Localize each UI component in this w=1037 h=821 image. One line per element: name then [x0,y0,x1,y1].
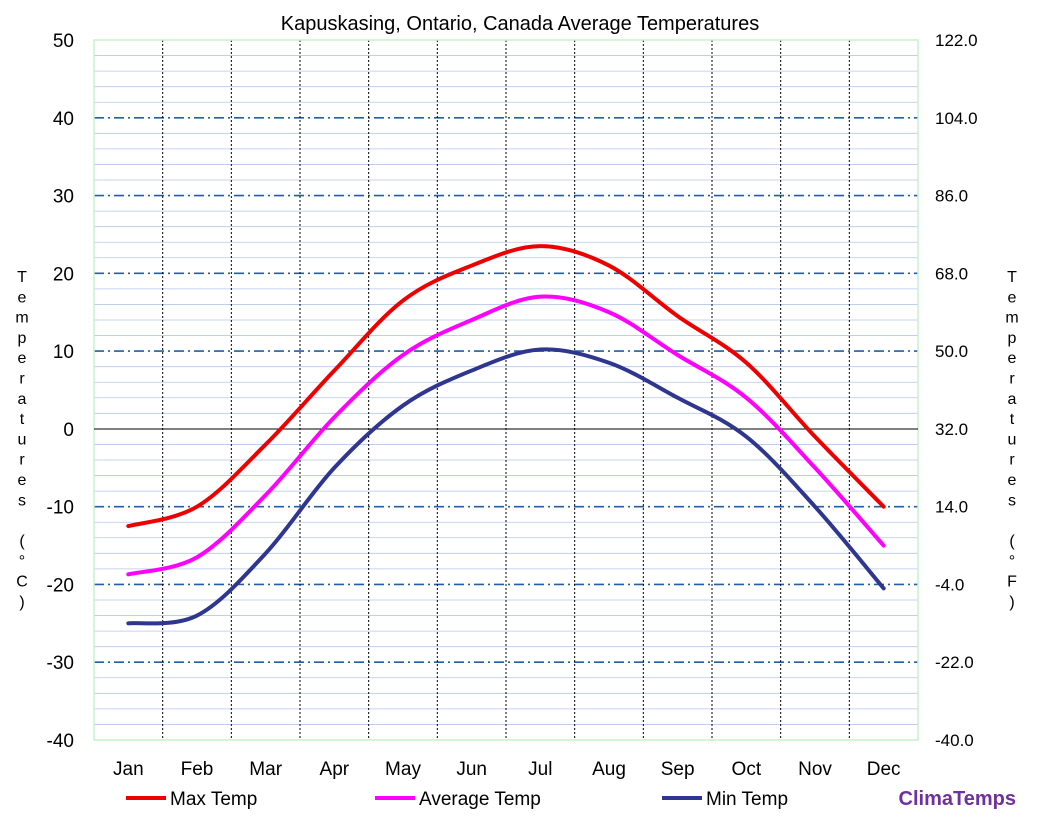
y-tick-label: 0 [63,420,74,441]
y-right-tick-label: 50.0 [935,342,968,361]
series-lines [126,244,886,626]
y-tick-label: 10 [53,342,74,363]
y-right-tick-label: -22.0 [935,653,974,672]
y-tick-label: -40 [47,731,74,752]
y-right-tick-label: 32.0 [935,420,968,439]
y-right-tick-label: 68.0 [935,264,968,283]
x-tick-label: Jul [528,759,552,780]
y-tick-label: 30 [53,187,74,208]
x-tick-label: Jun [456,759,487,780]
x-tick-label: Feb [181,759,214,780]
series-line-max-temp [126,244,886,529]
x-tick-label: Mar [249,759,282,780]
legend-label: Min Temp [706,789,788,810]
y-right-tick-label: 86.0 [935,187,968,206]
x-tick-label: May [385,759,421,780]
y-right-tick-label: 122.0 [935,31,978,50]
legend: Max Temp Average Temp Min Temp [126,789,788,810]
y-tick-label: -20 [47,575,74,596]
y-tick-label: 50 [53,31,74,52]
series-line-min-temp [126,347,886,626]
y-tick-label: -10 [47,498,74,519]
x-tick-label: Jan [113,759,144,780]
x-tick-label: Oct [732,759,762,780]
x-tick-label: Nov [798,759,832,780]
x-tick-label: Aug [592,759,626,780]
right-y-axis: 122.0 104.0 86.0 68.0 50.0 32.0 14.0 -4.0 -22.0 -… [935,31,978,750]
y-tick-label: 20 [53,264,74,285]
left-y-axis: 50 40 30 20 10 0 -10 -20 -30 -40 [47,31,74,752]
y-right-tick-label: -40.0 [935,731,974,750]
legend-label: Average Temp [419,789,541,810]
y-tick-label: -30 [47,653,74,674]
plot-area-border [93,39,919,741]
y-right-tick-label: 104.0 [935,109,978,128]
x-axis: Jan Feb Mar Apr May Jun Jul Aug Sep Oct Nov Dec [113,759,901,780]
month-dividers [162,40,850,740]
x-tick-label: Sep [661,759,695,780]
chart-title: Kapuskasing, Ontario, Canada Average Tem… [281,13,759,35]
brand-logo: ClimaTemps [899,788,1016,810]
y-right-tick-label: 14.0 [935,498,968,517]
legend-label: Max Temp [170,789,257,810]
y-tick-label: 40 [53,109,74,130]
x-tick-label: Dec [867,759,901,780]
x-tick-label: Apr [320,759,350,780]
y-right-tick-label: -4.0 [935,575,964,594]
series-line-average-temp [126,294,886,577]
